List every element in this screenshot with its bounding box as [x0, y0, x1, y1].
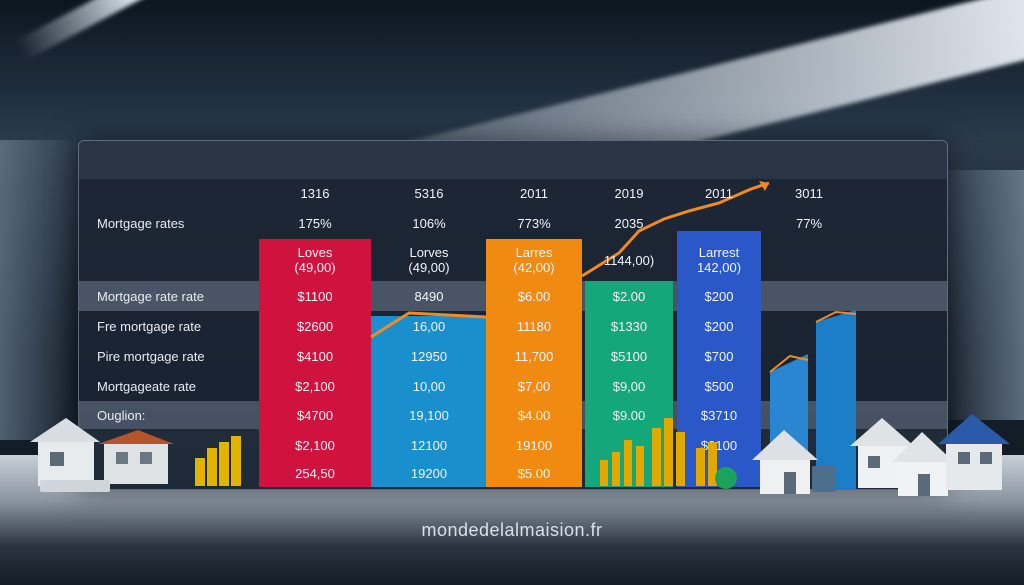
column-blue	[371, 316, 486, 487]
table-cell: $9,00	[612, 378, 646, 394]
table-cell: $3710	[700, 407, 738, 423]
house-icon	[98, 430, 174, 484]
table-cell: $2.00	[612, 288, 646, 304]
header-col-3: 2011	[520, 185, 548, 201]
table-cell: Larres (42,00)	[513, 245, 555, 275]
header-col-5: 2011	[705, 185, 733, 201]
column-red	[259, 239, 371, 487]
gold-bar	[195, 458, 205, 486]
table-cell: $6.00	[517, 288, 551, 304]
table-cell: $9.00	[612, 407, 646, 423]
table-cell: 254,50	[295, 465, 335, 481]
row-label: Fre mortgage rate	[97, 318, 202, 334]
column-royal	[677, 231, 761, 487]
table-cell: $2,100	[295, 437, 335, 453]
table-cell: $2,100	[295, 378, 335, 394]
table-cell: 11,700	[514, 348, 554, 364]
green-ball	[715, 467, 737, 489]
window-glow-right	[934, 170, 1024, 420]
watermark: mondedelalmaision.fr	[421, 520, 603, 540]
table-cell: 12950	[410, 348, 448, 364]
house-icon	[938, 414, 1010, 490]
row-label: Pire mortgage rate	[97, 348, 205, 364]
table-cell: $4.00	[517, 407, 551, 423]
header-col-6: 3011	[795, 185, 823, 201]
row-label: Mortgage rates	[97, 215, 185, 231]
rate-table-board: 1316 5316 2011 2019 2011 3011 Mortgage r…	[78, 140, 948, 490]
gold-bar	[696, 448, 705, 486]
table-cell: $7,00	[517, 378, 551, 394]
row-label: Mortgage rate rate	[97, 288, 204, 304]
column-orange	[486, 239, 582, 487]
table-cell: 2035	[614, 215, 644, 231]
table-cell: 16,00	[412, 318, 446, 334]
trend-line	[370, 181, 770, 339]
table-cell: $5100	[610, 348, 648, 364]
row-bg	[79, 207, 947, 239]
row-label: Mortgageate rate	[97, 378, 197, 394]
table-cell: $700	[704, 348, 734, 364]
header-col-2: 5316	[414, 185, 444, 201]
gold-bar	[708, 442, 717, 486]
table-cell: 19200	[410, 465, 448, 481]
header-col-4: 2019	[614, 185, 644, 201]
header-row-bg	[79, 179, 947, 207]
table-cell: 77%	[795, 215, 823, 231]
table-cell: $4100	[296, 348, 334, 364]
table-cell: $200	[704, 318, 734, 334]
gold-bar	[652, 428, 661, 486]
table-cell: $2600	[296, 318, 334, 334]
header-col-1: 1316	[300, 185, 330, 201]
gold-bar	[612, 452, 620, 486]
calculator-icon	[40, 480, 110, 492]
table-cell: $4700	[296, 407, 334, 423]
table-cell: $5.00	[517, 465, 551, 481]
table-cell: Larrest 142,00)	[696, 245, 742, 275]
gold-bar	[624, 440, 632, 486]
decor-bar-tall	[816, 310, 856, 490]
gold-bar	[636, 446, 644, 486]
table-cell: 19,100	[409, 407, 449, 423]
table-cell: 11180	[516, 318, 552, 334]
table-cell: Loves (49,00)	[294, 245, 336, 275]
table-cell: 8490	[414, 288, 444, 304]
table-cell: $1330	[610, 318, 648, 334]
house-icon	[892, 432, 954, 496]
table-cell: 1144,00)	[603, 252, 655, 268]
calculator-icon	[812, 466, 836, 492]
table-cell: $1100	[297, 288, 333, 304]
gold-bar	[219, 442, 229, 486]
row-label: Ouglion:	[97, 407, 146, 423]
gold-bar	[231, 436, 241, 486]
table-cell: 106%	[412, 215, 446, 231]
table-cell: 10,00	[412, 378, 446, 394]
decor-trend-small	[769, 354, 809, 373]
house-icon	[30, 418, 100, 486]
decor-trend-tall	[815, 310, 857, 323]
house-icon	[752, 430, 818, 494]
table-cell: $200	[704, 288, 734, 304]
gold-bar	[600, 460, 608, 486]
gold-bar	[676, 432, 685, 486]
gold-bar	[664, 418, 673, 486]
table-cell: 19100	[515, 437, 553, 453]
table-cell: 175%	[298, 215, 332, 231]
window-glow-left	[0, 140, 80, 440]
table-cell: 12100	[410, 437, 448, 453]
table-cell: Lorves (49,00)	[408, 245, 450, 275]
gold-bar	[207, 448, 217, 486]
table-cell: $500	[704, 378, 734, 394]
table-cell: 773%	[517, 215, 551, 231]
